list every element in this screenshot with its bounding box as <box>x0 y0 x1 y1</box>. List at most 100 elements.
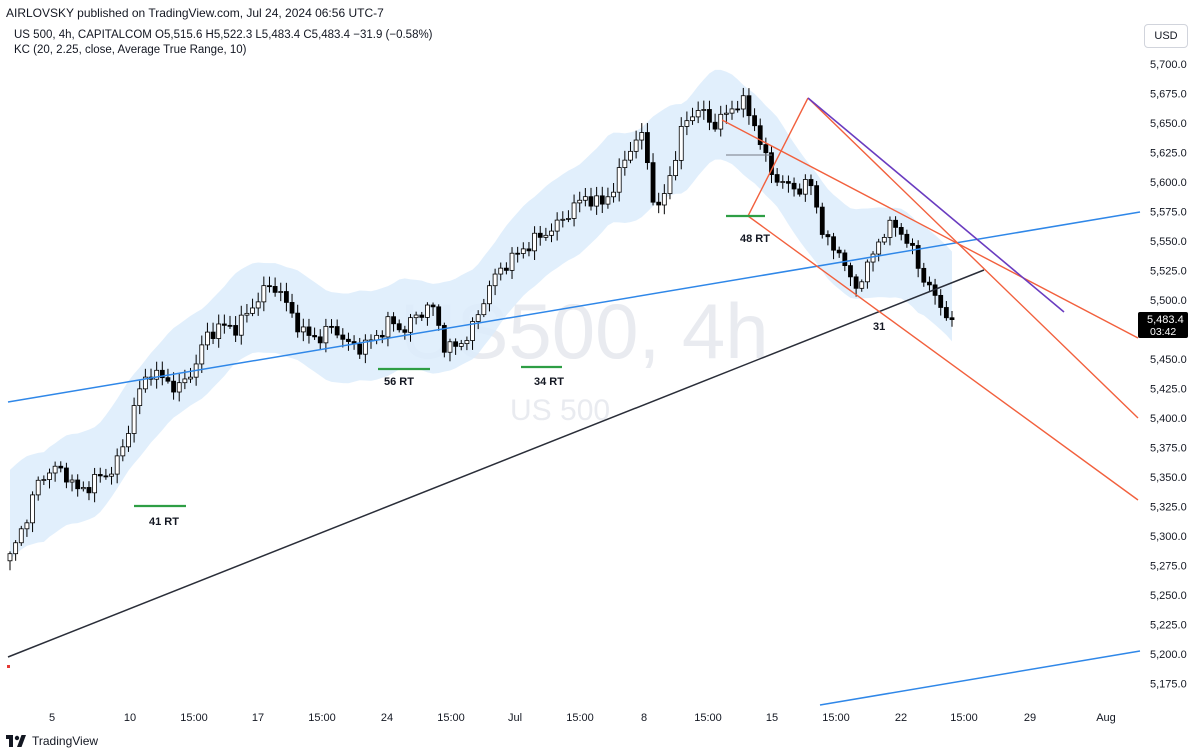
candle-body <box>109 473 114 477</box>
y-tick-label: 5,250.0 <box>1150 590 1187 602</box>
candle-body <box>329 325 334 328</box>
candle-body <box>120 446 126 457</box>
candle-body <box>300 326 306 333</box>
candle-body <box>605 196 611 205</box>
candle-body <box>571 202 577 219</box>
price-axis[interactable]: 5,700.0 5,675.0 5,650.0 5,625.0 5,600.0 5,575… <box>1150 59 1187 691</box>
candle-body <box>244 312 250 316</box>
x-tick-label: 24 <box>381 712 393 724</box>
candle-body <box>97 474 103 477</box>
red-marker <box>7 665 10 668</box>
y-tick-label: 5,425.0 <box>1150 384 1187 396</box>
annotation-34rt: 34 RT <box>534 376 564 388</box>
candle-body <box>171 380 176 393</box>
candle-body <box>464 340 470 345</box>
candle-body <box>402 329 408 333</box>
candle-body <box>436 306 442 326</box>
candle-body <box>786 181 791 184</box>
purple-trend-line <box>807 97 1065 313</box>
candle-body <box>628 150 633 161</box>
red-leg-line <box>747 97 809 217</box>
candle-body <box>842 252 848 266</box>
publisher-line: AIRLOVSKY published on TradingView.com, … <box>6 6 384 20</box>
candle-body <box>340 334 346 340</box>
candle-body <box>503 267 509 271</box>
candle-body <box>898 227 904 235</box>
candle-body <box>278 291 284 293</box>
candle-body <box>594 195 600 207</box>
candle-body <box>492 273 498 287</box>
candle-body <box>126 433 131 448</box>
candle-body <box>413 314 419 319</box>
candle-body <box>470 321 475 341</box>
y-tick-label: 5,600.0 <box>1150 177 1187 189</box>
candle-body <box>927 281 932 286</box>
candle-body <box>673 159 679 177</box>
red-channel-top <box>721 119 1139 339</box>
candle-body <box>566 218 571 220</box>
black-support-line <box>7 269 985 658</box>
candle-body <box>814 185 820 208</box>
candle-body <box>881 237 887 243</box>
candle-body <box>142 376 148 390</box>
candle-body <box>334 326 340 336</box>
candle-body <box>182 378 188 384</box>
candle-body <box>938 294 944 308</box>
candle-body <box>588 196 594 207</box>
currency-button[interactable]: USD <box>1144 24 1188 48</box>
candle-body <box>825 234 831 238</box>
candle-body <box>317 336 323 344</box>
candle-body <box>7 553 13 562</box>
candle-body <box>667 175 673 194</box>
y-tick-label: 5,300.0 <box>1150 531 1187 543</box>
candle-body <box>780 181 786 183</box>
bar-countdown: 03:42 <box>1150 326 1176 338</box>
candle-body <box>498 267 504 275</box>
candle-body <box>453 341 459 347</box>
candle-body <box>757 125 763 145</box>
x-tick-label: 15:00 <box>566 712 594 724</box>
candle-body <box>58 465 64 469</box>
candle-body <box>238 314 244 336</box>
candle-body <box>943 307 949 319</box>
candle-body <box>509 252 515 271</box>
x-tick-label: Jul <box>508 712 522 724</box>
candle-body <box>876 241 882 255</box>
candle-body <box>13 542 19 555</box>
candle-body <box>921 267 927 283</box>
candle-body <box>577 199 583 204</box>
x-tick-label: 29 <box>1024 712 1036 724</box>
candle-body <box>864 261 870 283</box>
candle-body <box>645 132 650 164</box>
candle-body <box>532 232 537 252</box>
candle-body <box>47 472 52 480</box>
last-price-value: 5,483.4 <box>1147 314 1184 326</box>
candle-body <box>114 455 120 475</box>
x-tick-label: 15:00 <box>437 712 465 724</box>
footer-brand[interactable]: TradingView <box>6 734 98 748</box>
x-tick-label: 15:00 <box>822 712 850 724</box>
y-tick-label: 5,200.0 <box>1150 649 1187 661</box>
candle-body <box>893 219 898 228</box>
candle-body <box>560 218 566 221</box>
candle-body <box>707 109 712 123</box>
y-tick-label: 5,700.0 <box>1150 59 1187 71</box>
candle-body <box>199 344 205 365</box>
candle-body <box>554 219 560 232</box>
candle-body <box>475 314 481 322</box>
red-channel-mid <box>807 97 1139 419</box>
candle-body <box>723 112 729 115</box>
candle-body <box>323 325 329 344</box>
candle-body <box>69 479 75 483</box>
candle-body <box>86 487 92 494</box>
candle-body <box>103 475 109 478</box>
candle-body <box>949 317 955 320</box>
candle-body <box>41 479 47 481</box>
candle-body <box>520 248 526 254</box>
time-axis[interactable]: 5 10 15:00 17 15:00 24 15:00 Jul 15:00 8 15:00 15 15… <box>49 712 1116 724</box>
blue-trend-line <box>7 211 1141 403</box>
candle-body <box>831 236 836 251</box>
x-tick-label: 15 <box>766 712 778 724</box>
candle-body <box>205 331 210 346</box>
